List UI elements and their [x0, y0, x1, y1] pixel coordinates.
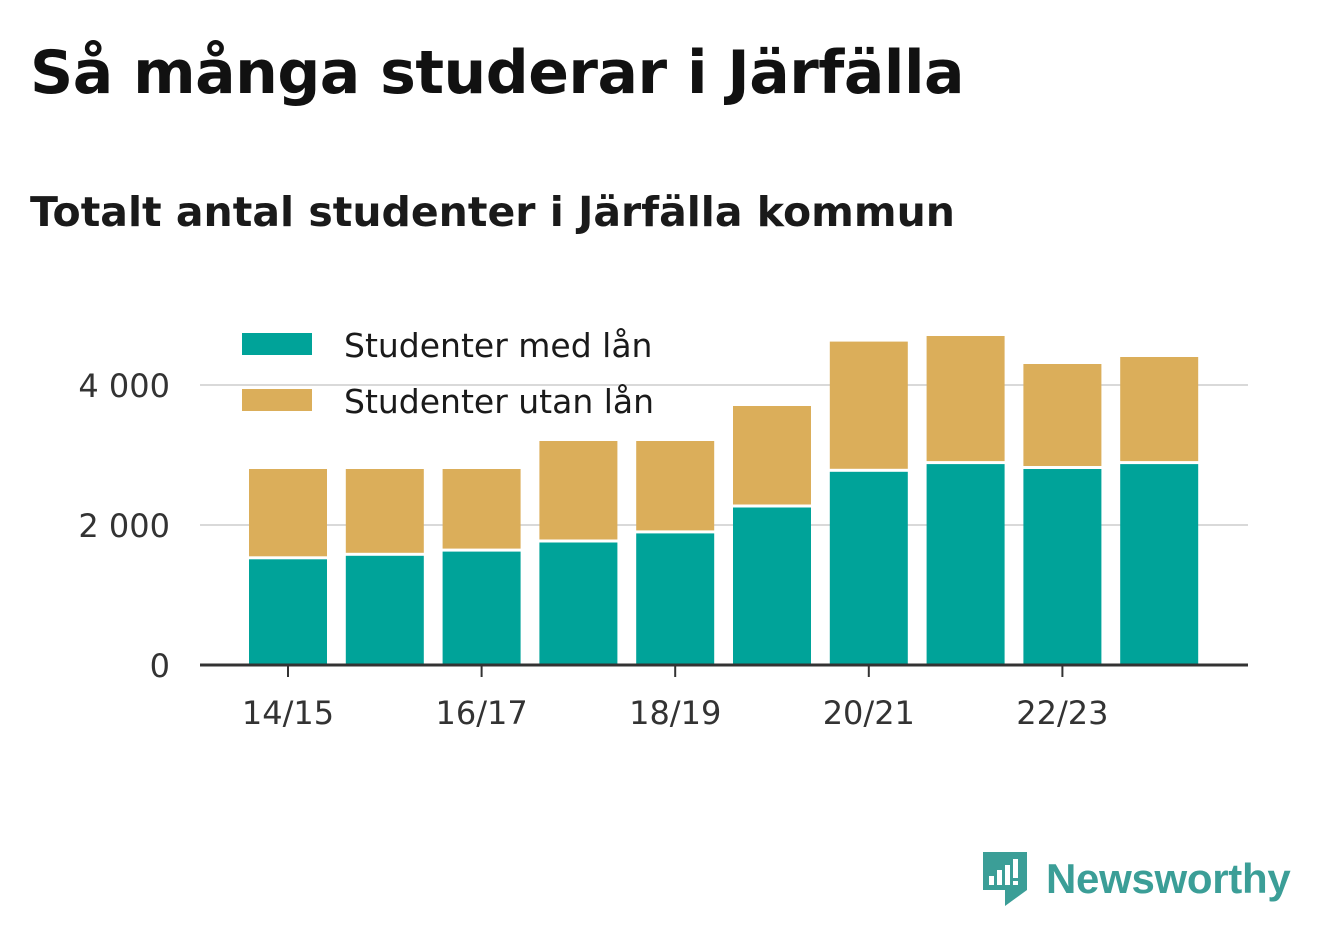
bar-segment — [249, 559, 327, 665]
chart-subtitle: Totalt antal studenter i Järfälla kommun — [30, 188, 955, 236]
x-tick-label: 14/15 — [242, 694, 334, 732]
bar-segment — [1023, 469, 1102, 665]
bar-segment — [733, 406, 811, 505]
bar-segment — [926, 464, 1005, 665]
bar-segment — [733, 507, 811, 665]
x-tick-label: 20/21 — [823, 694, 915, 732]
bar-segment — [636, 533, 715, 665]
bar-segment — [539, 441, 618, 540]
legend: Studenter med lån Studenter utan lån — [242, 326, 654, 421]
bar-segment — [442, 469, 521, 549]
bar-segment — [1120, 357, 1199, 462]
axes: 0 2 000 4 000 14/15 16/17 18/19 20/21 22/23 — [78, 367, 1248, 732]
bar-segment — [829, 471, 908, 665]
y-tick-label: 0 — [150, 647, 170, 685]
bar-segment — [829, 341, 908, 469]
brand: Newsworthy — [980, 848, 1291, 910]
bar-segment — [249, 469, 327, 557]
bar-segment — [926, 336, 1005, 462]
legend-swatch — [242, 389, 312, 411]
newsworthy-logo-icon — [983, 852, 1027, 906]
legend-label: Studenter utan lån — [344, 382, 654, 421]
bar-segment — [1023, 364, 1102, 466]
bars — [249, 336, 1199, 665]
bar-segment — [345, 469, 424, 553]
bar-segment — [1120, 464, 1199, 665]
y-tick-label: 2 000 — [78, 507, 170, 545]
bar-segment — [636, 441, 715, 531]
x-tick-label: 22/23 — [1016, 694, 1108, 732]
x-tick-label: 16/17 — [435, 694, 527, 732]
legend-label: Studenter med lån — [344, 326, 652, 365]
bar-segment — [442, 551, 521, 665]
chart-title: Så många studerar i Järfälla — [30, 38, 965, 108]
x-tick-label: 18/19 — [629, 694, 721, 732]
brand-name: Newsworthy — [1046, 855, 1291, 902]
y-tick-label: 4 000 — [78, 367, 170, 405]
legend-swatch — [242, 333, 312, 355]
bar-segment — [345, 555, 424, 665]
bar-segment — [539, 542, 618, 665]
